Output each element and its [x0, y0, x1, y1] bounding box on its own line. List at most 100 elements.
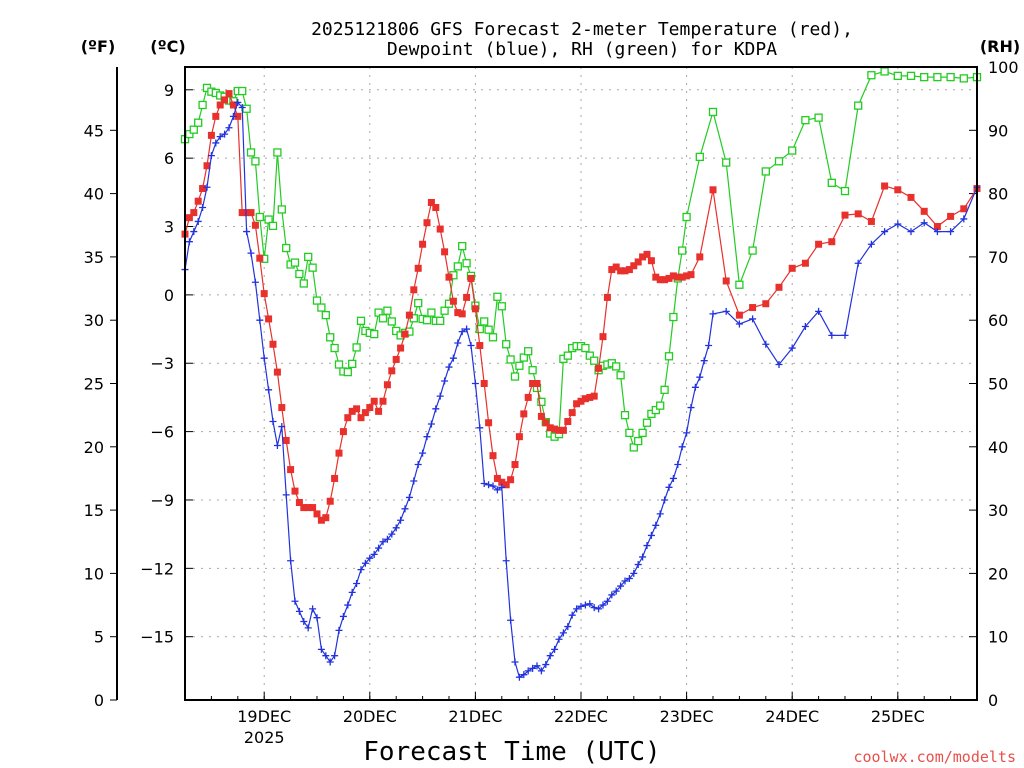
dewpoint-point: [960, 215, 968, 223]
dewpoint-point: [432, 405, 440, 413]
temperature-point: [617, 267, 625, 275]
rh-point: [651, 405, 660, 415]
rh-point: [282, 243, 291, 253]
dewpoint-point: [379, 538, 387, 546]
temperature-point: [471, 305, 479, 313]
dewpoint-point: [647, 531, 655, 539]
rh-point: [642, 418, 652, 427]
rh-point: [880, 67, 889, 76]
dewpoint-point: [383, 535, 391, 543]
rh-point: [528, 366, 537, 375]
dewpoint-point: [551, 645, 559, 653]
temperature-point: [595, 364, 603, 372]
dewpoint-point: [370, 550, 378, 558]
dewpoint-point: [194, 217, 202, 225]
dewpoint-point: [304, 624, 312, 632]
temperature-point: [647, 257, 655, 265]
temperature-point: [392, 355, 400, 363]
temperature-point: [243, 209, 251, 217]
rh-point: [427, 308, 436, 317]
temperature-point: [282, 436, 290, 444]
rh-point: [458, 241, 467, 251]
dewpoint-point: [247, 249, 255, 257]
temperature-point: [260, 290, 268, 298]
dewpoint-point: [339, 612, 347, 620]
rh-point: [814, 113, 823, 122]
rh-point: [612, 362, 621, 371]
rh-point: [295, 269, 304, 279]
temperature-point: [207, 131, 215, 139]
dewpoint-point: [471, 380, 479, 387]
dewpoint-point: [687, 404, 695, 412]
temperature-point: [216, 101, 224, 109]
dewpoint-point: [441, 377, 449, 385]
temperature-point: [674, 273, 682, 281]
rh-point: [946, 72, 955, 82]
dewpoint-point: [282, 491, 290, 499]
temperature-point: [735, 311, 743, 319]
temperature-point: [229, 101, 237, 109]
temperature-point: [687, 271, 695, 279]
rh-point: [326, 333, 335, 342]
dewpoint-point: [300, 618, 308, 626]
fahrenheit-tick-label: 10: [84, 564, 104, 583]
temperature-point: [634, 258, 642, 266]
rh-tick-label: 30: [988, 501, 1008, 520]
rh-point: [308, 263, 317, 272]
temperature-point: [366, 404, 374, 412]
rh-point: [906, 71, 916, 81]
dewpoint-point: [265, 386, 273, 394]
rh-point: [480, 317, 489, 326]
dewpoint-point: [260, 354, 268, 362]
dewpoint-point: [485, 481, 493, 489]
dewpoint-point: [269, 417, 277, 425]
temperature-point: [309, 504, 317, 512]
temperature-point: [489, 452, 497, 460]
dewpoint-point: [331, 652, 339, 660]
fahrenheit-tick-label: 15: [84, 501, 104, 520]
x-tick-label: 24DEC: [765, 707, 819, 726]
rh-point: [356, 316, 366, 325]
dewpoint-point: [419, 449, 427, 457]
temperature-point: [603, 293, 611, 301]
rh-tick-label: 90: [988, 121, 1008, 140]
celsius-tick-label: −3: [150, 354, 174, 373]
temperature-point: [678, 273, 686, 281]
temperature-point: [581, 395, 589, 403]
temperature-point: [625, 266, 633, 274]
rh-point: [255, 212, 264, 222]
rh-point: [321, 310, 330, 320]
dewpoint-point: [678, 443, 686, 451]
rh-point: [436, 316, 445, 325]
rh-point: [348, 359, 357, 369]
x-tick-label: 21DEC: [448, 707, 502, 726]
rh-point: [638, 428, 647, 438]
fahrenheit-tick-label: 30: [84, 311, 104, 330]
dewpoint-point: [577, 602, 585, 610]
temperature-point: [361, 409, 369, 417]
dewpoint-point: [344, 601, 352, 609]
temperature-point: [287, 466, 295, 474]
rh-point: [761, 167, 770, 176]
temperature-point: [317, 516, 325, 524]
temperature-line: [184, 92, 978, 521]
dewpoint-point: [669, 474, 677, 482]
rh-point: [801, 116, 810, 125]
dewpoint-point: [555, 635, 563, 643]
temperature-point: [335, 449, 343, 457]
dewpoint-point: [489, 482, 497, 490]
rh-point: [422, 316, 432, 325]
temperature-point: [520, 410, 528, 418]
rh-point: [537, 397, 546, 407]
temperature-point: [854, 210, 862, 218]
temperature-point: [573, 400, 581, 408]
temperature-point: [221, 96, 229, 104]
temperature-point: [841, 211, 849, 219]
rh-point: [299, 279, 308, 288]
dewpoint-point: [656, 510, 664, 518]
temperature-point: [414, 264, 422, 272]
rh-point: [515, 361, 524, 370]
dewpoint-point: [537, 667, 545, 675]
dewpoint-point: [405, 493, 413, 501]
